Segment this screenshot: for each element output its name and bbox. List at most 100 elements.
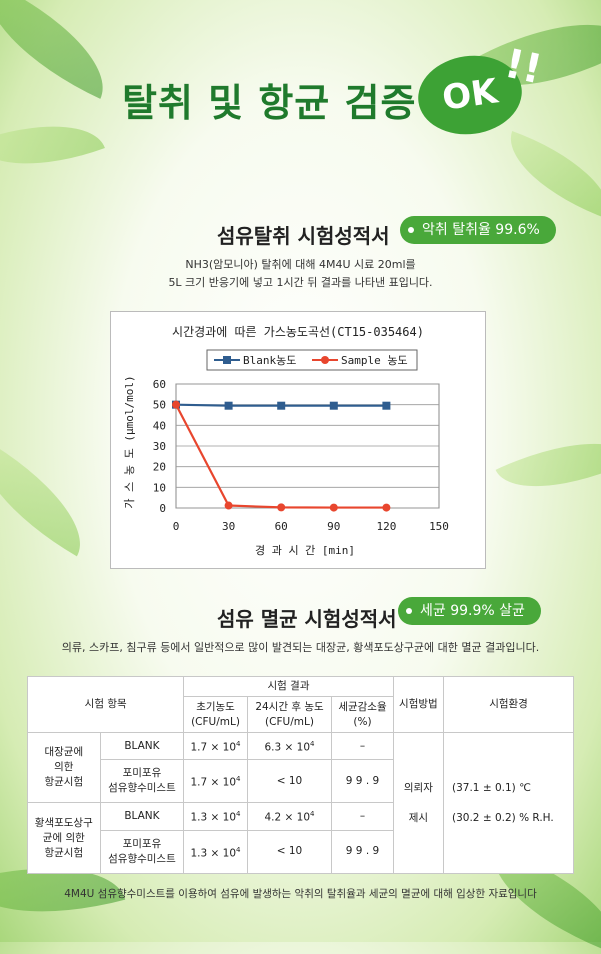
data-point [329,401,338,410]
sterilization-description: 의류, 스카프, 침구류 등에서 일반적으로 많이 발견되는 대장균, 황색포도… [61,641,540,654]
exponent: 4 [236,775,241,784]
after-cell: 4.2 × 104 [246,802,333,831]
y-tick-label: 50 [153,399,166,412]
exponent: 4 [236,810,241,819]
data-point [329,503,338,512]
initial-value: 1.3 × 10 [190,811,237,824]
bullet-icon [406,608,412,614]
environment-line: (30.2 ± 0.2) % R.H. [452,811,554,824]
chart-title: 시간경과에 따른 가스농도곡선(CT15-035464) [172,325,424,339]
header-line: (%) [353,715,372,728]
ok-exclamation: !! [500,40,546,94]
header-test-item: 시험 항목 [26,676,185,733]
x-tick-label: 120 [376,520,396,533]
table-header-row: 시험 항목 시험 결과 시험방법 시험환경 [26,676,574,733]
plot-area: 0 10 20 30 40 50 60 0 30 60 90 120 150 [153,378,449,533]
sample-line: 섬유향수미스트 [108,852,176,865]
leaf-decoration [0,438,105,557]
header-line: (CFU/mL) [191,715,240,728]
initial-cell: 1.7 × 104 [183,731,248,761]
data-point [382,401,391,410]
table-row: 황색포도상구 균에 의한 항균시험 BLANK 1.3 × 104 4.2 × 10… [27,802,574,874]
deodorization-section-title: 섬유탈취 시험성적서 [217,224,390,248]
data-point [277,401,286,410]
data-point [277,503,286,512]
header-line: 24시간 후 농도 [255,700,324,713]
legend-marker [321,356,329,364]
data-point [224,401,233,410]
group-line: 대장균에 [44,746,84,759]
y-axis-label: 가 스 농 도 (µmol/mol) [123,375,136,508]
initial-value: 1.7 × 10 [190,776,237,789]
header-test-environment: 시험환경 [443,676,574,733]
chart-legend: Blank농도 Sample 농도 [206,349,418,371]
sample-blank: BLANK [99,731,185,761]
sample-line: 포미포유 [122,767,162,780]
x-tick-label: 90 [327,520,340,533]
exponent: 4 [236,739,241,748]
group-line: 균에 의한 [42,831,85,844]
after-cell: < 10 [246,759,333,804]
legend-entry: Sample 농도 [341,354,408,367]
initial-cell: 1.3 × 104 [183,802,248,831]
sterilization-results-table: 시험 항목 시험 결과 시험방법 시험환경 초기농도 (CFU/mL) 24시간 … [26,676,574,875]
results-table: 시험 항목 시험 결과 시험방법 시험환경 초기농도 (CFU/mL) 24시간 … [26,676,574,875]
x-tick-label: 30 [222,520,235,533]
sample-line: 포미포유 [122,837,162,850]
y-tick-label: 30 [153,440,166,453]
x-axis-label: 경 과 시 간 [min] [255,544,355,557]
initial-value: 1.3 × 10 [190,847,237,860]
after-cell: 6.3 × 104 [246,731,333,761]
y-tick-label: 10 [153,481,166,494]
data-point [172,400,180,409]
y-tick-label: 40 [153,419,166,432]
method-line: 제시 [408,811,429,824]
deodorization-description: NH3(암모니아) 탈취에 대해 4M4U 시료 20ml를 5L 크기 반응기… [0,256,601,292]
description-line: 5L 크기 반응기에 넣고 1시간 뒤 결과를 나타낸 표입니다. [168,276,433,289]
header-line: (CFU/mL) [265,715,314,728]
header-line: 세균감소율 [338,700,387,713]
header-after-concentration: 24시간 후 농도 (CFU/mL) [246,696,333,733]
group-line: 황색포도상구 [34,816,93,829]
group-line: 항균시험 [44,846,84,859]
sample-line: 섬유향수미스트 [108,782,176,795]
method-line: 의뢰자 [403,781,433,794]
data-point [382,503,391,512]
bullet-icon [408,227,414,233]
y-tick-label: 60 [153,378,166,391]
data-point [224,501,233,510]
gas-concentration-chart: 시간경과에 따른 가스농도곡선(CT15-035464) Blank농도 Samp… [110,311,486,569]
after-cell: < 10 [246,829,333,875]
header-test-method: 시험방법 [392,676,445,733]
sterilization-rate-text: 세균 99.9% 살균 [420,603,525,619]
page-title: 탈취 및 항균 검증 [122,81,417,125]
reduction-cell: – [331,802,394,831]
y-tick-label: 20 [153,461,166,474]
initial-value: 1.7 × 10 [190,741,237,754]
reduction-cell: 9 9 . 9 [331,759,394,804]
initial-cell: 1.3 × 104 [183,829,248,875]
leaf-decoration [495,414,601,516]
group-ecoli: 대장균에 의한 항균시험 [27,731,101,804]
sterilization-rate-badge: 세균 99.9% 살균 [398,597,541,625]
header-line: 초기농도 [196,700,235,713]
leaf-decoration [0,0,126,99]
footnote: 4M4U 섬유향수미스트를 이용하여 섬유에 발생하는 악취의 탈취율과 세균의… [64,888,537,900]
leaf-decoration [0,100,105,190]
sample-blank: BLANK [99,802,185,831]
y-tick-label: 0 [159,502,166,515]
after-value: 4.2 × 10 [264,811,311,824]
sterilization-section-title: 섬유 멸균 시험성적서 [217,607,397,631]
reduction-cell: 9 9 . 9 [331,829,394,875]
initial-cell: 1.7 × 104 [183,759,248,804]
deodorization-rate-badge: 악취 탈취율 99.6% [400,216,556,244]
x-tick-label: 0 [173,520,180,533]
legend-entry: Blank농도 [243,354,296,367]
exponent: 4 [310,739,315,748]
x-tick-label: 60 [275,520,288,533]
